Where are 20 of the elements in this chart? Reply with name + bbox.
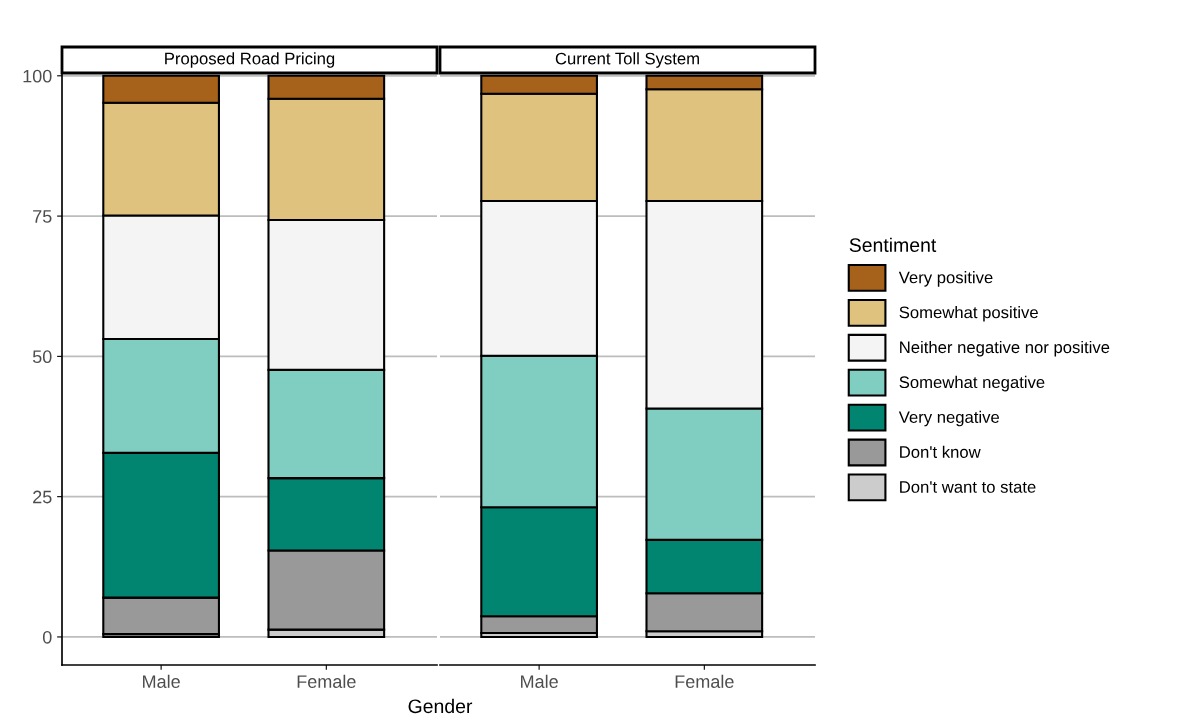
x-tick-label: Female [297,674,356,688]
y-tick-label: 0 [42,630,52,644]
y-tick-label: 100 [23,69,52,83]
legend-label: Somewhat negative [899,375,1045,392]
legend-title: Sentiment [849,237,937,253]
x-tick-label: Male [521,674,558,688]
legend-label: Very positive [898,271,993,287]
x-axis-title: Gender [408,698,473,714]
chart-title: Proposed Road Pricing [165,52,335,68]
legend-label: Very negative [898,410,1000,427]
legend-label: Don't know [900,445,981,458]
chart-title: Current Toll System [555,52,699,68]
x-tick-label: Female [675,674,734,688]
legend-label: Neither negative nor positive [900,340,1110,357]
y-tick-label: 75 [33,210,52,223]
x-tick-label: Male [143,674,180,688]
legend-label: Don't want to state [900,481,1036,493]
y-tick-label: 50 [32,350,52,364]
legend-label: Somewhat positive [899,306,1038,322]
y-tick-label: 25 [33,490,52,504]
